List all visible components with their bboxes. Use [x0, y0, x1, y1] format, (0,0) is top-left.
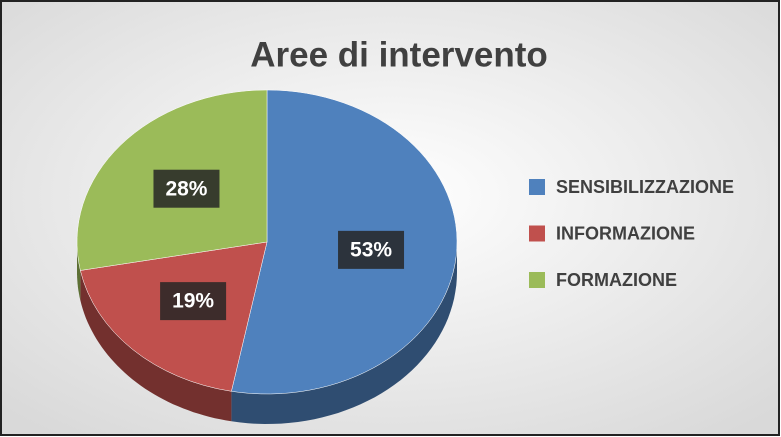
data-label: 28%: [165, 177, 207, 200]
slice-side: [77, 242, 81, 301]
data-label: 19%: [172, 290, 214, 313]
data-label-box: [153, 169, 220, 208]
legend-swatch: [529, 272, 545, 288]
data-label: 53%: [350, 238, 392, 261]
legend-label: FORMAZIONE: [556, 270, 677, 290]
legend-label: INFORMAZIONE: [556, 223, 695, 243]
slice-side: [80, 270, 232, 422]
data-label-box: [338, 230, 405, 269]
slice-side: [231, 242, 457, 424]
legend-swatch: [529, 225, 545, 242]
chart-title: Aree di intervento: [250, 35, 548, 74]
legend-swatch: [529, 179, 545, 195]
data-label-box: [160, 282, 227, 321]
legend-label: SENSIBILIZZAZIONE: [556, 177, 734, 197]
